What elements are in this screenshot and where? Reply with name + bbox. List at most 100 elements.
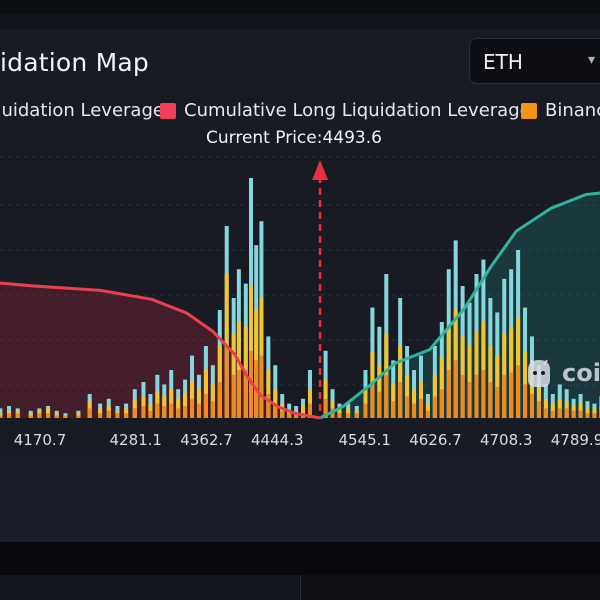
- x-tick-label: 4170.7: [14, 431, 67, 449]
- liquidation-bar-low: [87, 408, 92, 418]
- liquidation-bar-low: [578, 410, 583, 418]
- watermark-text: coi: [562, 359, 600, 387]
- liquidation-bar-low: [432, 396, 437, 418]
- liquidation-bar-low: [495, 386, 500, 418]
- liquidation-bar-low: [405, 396, 410, 418]
- liquidation-bar-low: [176, 408, 181, 418]
- liquidation-bar-low: [509, 372, 514, 418]
- page-title: idation Map: [0, 48, 149, 77]
- liquidation-bar-low: [231, 374, 236, 418]
- liquidation-bar-low: [141, 406, 146, 418]
- coinglass-logo-icon: [528, 359, 550, 387]
- liquidation-bar-low: [7, 413, 12, 418]
- liquidation-bar-low: [363, 403, 368, 418]
- liquidation-bar-low: [148, 410, 153, 418]
- liquidation-bar-binance: [439, 358, 444, 418]
- legend-swatch: [521, 102, 537, 119]
- legend-label: Liquidation Leverage: [0, 100, 164, 121]
- liquidation-bar-low: [550, 410, 555, 418]
- liquidation-bar-low: [377, 391, 382, 418]
- liquidation-bar-low: [190, 398, 195, 418]
- liquidation-bar-low: [412, 403, 417, 418]
- liquidation-bar-low: [196, 403, 201, 418]
- current-price-label: Current Price:4493.6: [206, 128, 382, 148]
- liquidation-bar-low: [439, 389, 444, 418]
- cumulative-lines: [0, 191, 600, 420]
- liquidation-bar-low: [37, 413, 42, 418]
- liquidation-bar-low: [280, 410, 285, 418]
- liquidation-bar-binance: [301, 406, 306, 418]
- current-price-arrow-icon: [312, 160, 329, 180]
- liquidation-bar-low: [162, 406, 167, 418]
- coin-select[interactable]: ETH ▾: [469, 38, 600, 84]
- liquidation-bar-low: [0, 415, 3, 418]
- liquidation-bar-low: [169, 403, 174, 418]
- x-tick-label: 4281.1: [109, 431, 162, 449]
- liquidation-bar-low: [15, 413, 20, 418]
- liquidation-bars: [0, 178, 600, 418]
- cumulative-long-line: [0, 281, 321, 420]
- liquidation-bar-low: [516, 365, 521, 418]
- liquidation-bar-low: [536, 401, 541, 418]
- liquidation-bar-low: [571, 410, 576, 418]
- top-strip: [0, 0, 600, 14]
- liquidation-bar-low: [210, 401, 215, 418]
- legend-item-liquidation-leverage[interactable]: Liquidation Leverage: [0, 100, 164, 121]
- liquidation-bar-low: [203, 394, 208, 418]
- liquidation-bar-low: [236, 370, 241, 418]
- legend-label: Binanc: [545, 100, 600, 121]
- liquidation-bar-low: [266, 394, 271, 418]
- chart-legend: Liquidation Leverage Cumulative Long Liq…: [0, 100, 600, 124]
- liquidation-bar-low: [259, 355, 264, 418]
- legend-item-cumulative-long[interactable]: Cumulative Long Liquidation Leverage: [160, 100, 531, 121]
- liquidation-bar-low: [287, 413, 292, 418]
- liquidation-bar-low: [481, 370, 486, 418]
- liquidation-bar-low: [585, 413, 590, 418]
- liquidation-bar-low: [425, 410, 430, 418]
- liquidation-bar-low: [418, 398, 423, 418]
- liquidation-bar-low: [106, 410, 111, 418]
- liquidation-bar-low: [391, 401, 396, 418]
- liquidation-bar-low: [132, 408, 137, 418]
- liquidation-chart: 4170.7 4281.1 4362.7 4444.3 4545.1 4626.7 4708…: [0, 156, 600, 449]
- x-tick-label: 4789.9: [551, 431, 600, 449]
- liquidation-bar-low: [592, 413, 597, 418]
- legend-label: Cumulative Long Liquidation Leverage: [184, 100, 531, 121]
- liquidation-bar-low: [488, 382, 493, 418]
- x-tick-label: 4545.1: [338, 431, 391, 449]
- bottom-bar-section[interactable]: [300, 575, 600, 600]
- liquidation-bar-low: [398, 382, 403, 418]
- chevron-down-icon: ▾: [588, 52, 596, 68]
- cumulative-short-line: [319, 191, 600, 420]
- liquidation-bar-low: [370, 384, 375, 418]
- liquidation-bar-low: [446, 370, 451, 418]
- legend-swatch: [160, 102, 176, 119]
- liquidation-bar-low: [337, 413, 342, 418]
- liquidation-bar-low: [224, 346, 229, 418]
- liquidation-bar-low: [294, 413, 299, 418]
- liquidation-bar-low: [183, 406, 188, 418]
- liquidation-bar-low: [307, 403, 312, 418]
- chart-lower-area: [0, 455, 600, 542]
- x-tick-label: 4626.7: [409, 431, 462, 449]
- liquidation-bar-low: [460, 374, 465, 418]
- legend-item-binance[interactable]: Binanc: [521, 100, 600, 121]
- liquidation-bar-low: [346, 413, 351, 418]
- x-tick-label: 4708.3: [480, 431, 533, 449]
- liquidation-bar-low: [323, 398, 328, 418]
- liquidation-bar-low: [98, 413, 103, 418]
- liquidation-bar-low: [28, 415, 33, 418]
- chart-grid: [0, 156, 600, 386]
- liquidation-bar-low: [453, 360, 458, 418]
- liquidation-bar-low: [63, 415, 68, 418]
- liquidation-bar-low: [76, 415, 81, 418]
- liquidation-bar-low: [474, 374, 479, 418]
- liquidation-bar-low: [124, 413, 129, 418]
- liquidation-bar-low: [557, 408, 562, 418]
- liquidation-bar-low: [523, 384, 528, 418]
- coin-select-value: ETH: [483, 50, 523, 74]
- x-tick-label: 4444.3: [251, 431, 304, 449]
- liquidation-bar-low: [502, 374, 507, 418]
- liquidation-bar-low: [46, 413, 51, 418]
- liquidation-bar-low: [115, 413, 120, 418]
